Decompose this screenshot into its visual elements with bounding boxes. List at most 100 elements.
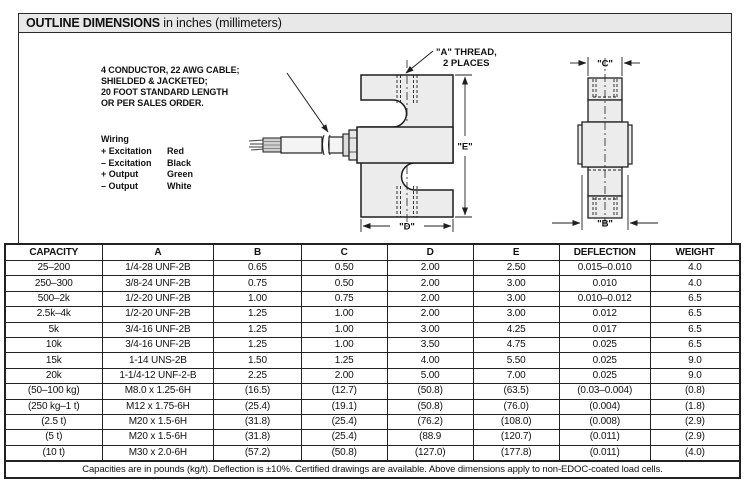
table-cell: 3.00: [472, 275, 560, 292]
table-cell: (57.2): [213, 444, 302, 462]
cable-note-leader: [286, 72, 329, 132]
front-view: [356, 59, 454, 230]
table-cell: (10 t): [4, 444, 103, 462]
section-title: OUTLINE DIMENSIONS: [26, 16, 160, 30]
outline-drawing-panel: "A" THREAD, 2 PLACES "E" "D": [18, 32, 732, 243]
a-thread-leader: [405, 50, 434, 73]
table-cell: (108.0): [472, 413, 560, 431]
wiring-signal: + Output: [101, 169, 139, 179]
table-cell: 2.25: [213, 367, 302, 385]
wiring-legend: Wiring + Excitation Red – Excitation Black +…: [101, 134, 193, 193]
table-cell: 9.0: [649, 367, 741, 385]
table-cell: (19.1): [300, 398, 388, 415]
table-row: 500–2k 1/2-20 UNF-2B 1.00 0.75 2.00 3.00 0.010…: [4, 290, 741, 308]
table-cell: (4.0): [649, 444, 741, 462]
table-cell: 4.00: [386, 352, 474, 369]
table-cell: 3.00: [386, 321, 474, 338]
table-cell: 4.25: [472, 321, 560, 338]
column-header: B: [213, 243, 302, 261]
table-cell: (50.8): [300, 444, 388, 462]
dim-b-label: "B": [597, 218, 613, 229]
table-cell: 0.015–0.010: [558, 259, 651, 277]
load-cell-drawing: "A" THREAD, 2 PLACES "E" "D": [248, 47, 658, 232]
wiring-row: – Excitation Black: [101, 158, 193, 170]
table-cell: (0.008): [558, 413, 651, 431]
table-cell: (0.011): [558, 444, 651, 462]
wiring-signal: + Excitation: [101, 146, 152, 156]
wiring-color: Red: [167, 146, 185, 156]
table-cell: 0.025: [558, 367, 651, 385]
table-cell: 3.50: [386, 336, 474, 354]
table-cell: (76.0): [472, 398, 560, 415]
cable-note: 4 CONDUCTOR, 22 AWG CABLE; SHIELDED & JAC…: [101, 64, 240, 109]
table-cell: 5k: [4, 321, 103, 338]
table-cell: (2.5 t): [4, 413, 103, 431]
table-cell: (25.4): [300, 429, 388, 446]
wiring-signal: – Output: [101, 180, 138, 191]
table-cell: M12 x 1.75-6H: [101, 398, 215, 415]
table-cell: 0.010–0.012: [558, 290, 651, 308]
table-cell: (63.5): [472, 383, 560, 400]
table-cell: (31.8): [213, 429, 302, 446]
table-cell: 0.50: [300, 259, 388, 277]
table-row: 25–200 1/4-28 UNF-2B 0.65 0.50 2.00 2.50 0.015…: [4, 259, 741, 277]
table-cell: 250–300: [4, 275, 103, 292]
column-header: CAPACITY: [4, 243, 103, 261]
table-cell: (177.8): [472, 444, 560, 462]
wiring-row: + Output Green: [101, 169, 193, 181]
cable-drawing: [248, 128, 363, 161]
table-cell: 3/8-24 UNF-2B: [101, 275, 215, 292]
table-cell: 1-14 UNS-2B: [101, 352, 215, 369]
table-cell: 0.75: [300, 290, 388, 308]
table-row: 20k 1-1/4-12 UNF-2-B 2.25 2.00 5.00 7.00 0.025…: [4, 367, 741, 385]
table-cell: 2.5k–4k: [4, 306, 103, 323]
dimensions-table: CAPACITY A B C D E DEFLECTION WEIGHT 25–200 1/4-…: [4, 243, 741, 480]
table-cell: 15k: [4, 352, 103, 369]
table-cell: 2.00: [386, 259, 474, 277]
cable-note-line: OR PER SALES ORDER.: [101, 97, 204, 108]
cable-note-line: 4 CONDUCTOR, 22 AWG CABLE;: [101, 64, 240, 75]
table-cell: 1.25: [213, 336, 302, 354]
table-cell: 4.0: [649, 275, 741, 292]
table-cell: (0.004): [558, 398, 651, 415]
table-cell: 0.75: [213, 275, 302, 292]
table-footnote-row: Capacities are in pounds (kg/t). Deflect…: [4, 460, 741, 479]
table-cell: 7.00: [472, 367, 560, 385]
table-cell: 6.5: [649, 321, 741, 338]
table-cell: (127.0): [386, 444, 474, 462]
table-cell: 0.012: [558, 306, 651, 323]
table-cell: 3/4-16 UNF-2B: [101, 321, 215, 338]
table-cell: (25.4): [300, 413, 388, 431]
column-header: E: [472, 243, 560, 261]
wiring-color: Green: [167, 169, 194, 179]
table-cell: 4.0: [649, 259, 741, 277]
table-cell: 500–2k: [4, 290, 103, 308]
wiring-color: Black: [167, 157, 192, 168]
table-cell: 0.50: [300, 275, 388, 292]
table-cell: 0.025: [558, 336, 651, 354]
table-row: (50–100 kg) M8.0 x 1.25-6H (16.5) (12.7) (50…: [4, 383, 741, 400]
table-cell: (120.7): [472, 429, 560, 446]
table-cell: 6.5: [649, 290, 741, 308]
table-cell: 1.00: [300, 336, 388, 354]
table-cell: 5.50: [472, 352, 560, 369]
table-cell: 6.5: [649, 336, 741, 354]
table-cell: (2.9): [649, 413, 741, 431]
column-header: DEFLECTION: [558, 243, 651, 261]
table-cell: 3.00: [472, 306, 560, 323]
table-row: 2.5k–4k 1/2-20 UNF-2B 1.25 1.00 2.00 3.00 0.01…: [4, 306, 741, 323]
table-cell: 3.00: [472, 290, 560, 308]
table-cell: 5.00: [386, 367, 474, 385]
column-header: A: [101, 243, 215, 261]
table-cell: M30 x 2.0-6H: [101, 444, 215, 462]
table-row: (10 t) M30 x 2.0-6H (57.2) (50.8) (127.0) (17…: [4, 444, 741, 462]
table-cell: (76.2): [386, 413, 474, 431]
table-row: (2.5 t) M20 x 1.5-6H (31.8) (25.4) (76.2) (10…: [4, 413, 741, 431]
table-cell: M20 x 1.5-6H: [101, 429, 215, 446]
table-cell: 4.75: [472, 336, 560, 354]
dim-d-label: "D": [399, 221, 415, 232]
table-cell: 1/2-20 UNF-2B: [101, 306, 215, 323]
column-header: D: [386, 243, 474, 261]
dim-c-label: "C": [597, 58, 613, 69]
